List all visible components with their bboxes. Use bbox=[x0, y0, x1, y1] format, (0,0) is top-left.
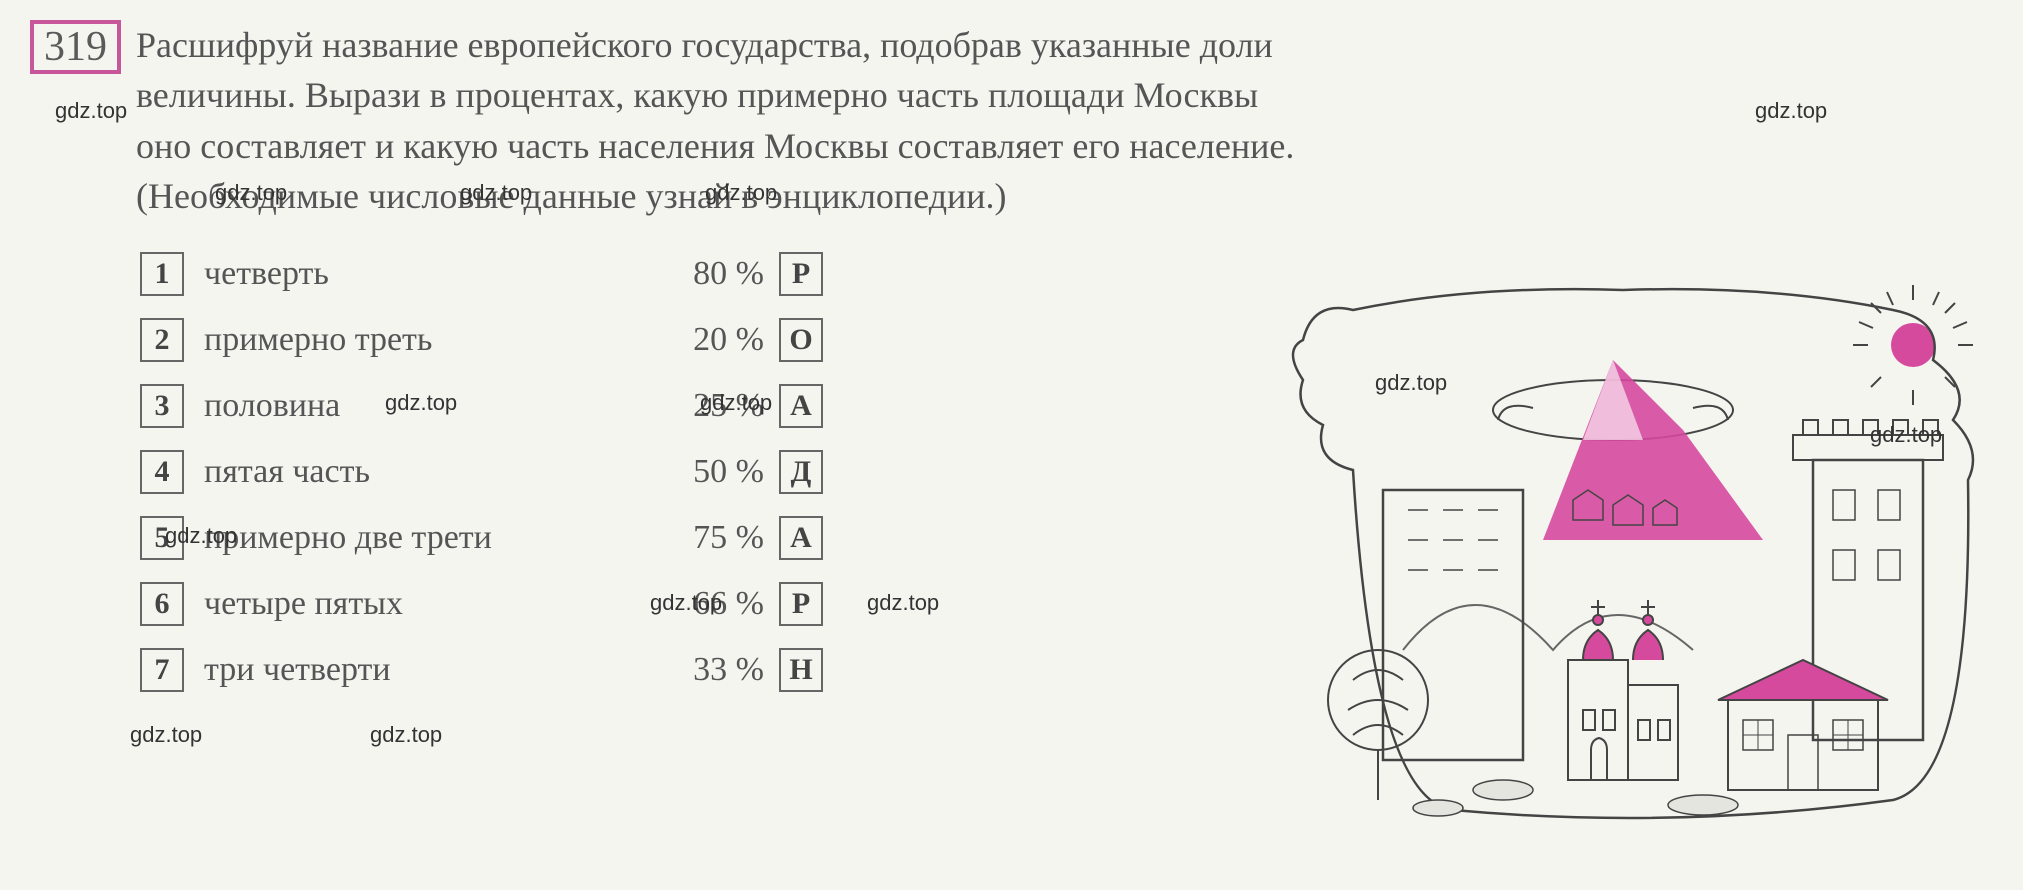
watermark: gdz.top bbox=[1755, 98, 1827, 124]
option-letter-box: А bbox=[779, 384, 823, 428]
watermark: gdz.top bbox=[460, 180, 532, 206]
watermark: gdz.top bbox=[650, 590, 722, 616]
watermark: gdz.top bbox=[700, 390, 772, 416]
option-number-box: 3 bbox=[140, 384, 184, 428]
option-letter-box: Н bbox=[779, 648, 823, 692]
option-text: четыре пятых bbox=[204, 585, 624, 623]
option-text: четверть bbox=[204, 255, 624, 293]
watermark: gdz.top bbox=[55, 98, 127, 124]
watermark: gdz.top bbox=[215, 180, 287, 206]
option-letter-box: Д bbox=[779, 450, 823, 494]
task-text-line-1: Расшифруй название европейского государс… bbox=[136, 20, 1294, 70]
option-text: примерно треть bbox=[204, 321, 624, 359]
option-letter-box: А bbox=[779, 516, 823, 560]
option-text: примерно две трети bbox=[204, 519, 624, 557]
watermark: gdz.top bbox=[130, 722, 202, 748]
option-number-box: 1 bbox=[140, 252, 184, 296]
watermark: gdz.top bbox=[385, 390, 457, 416]
option-number-box: 7 bbox=[140, 648, 184, 692]
task-text-line-3: оно составляет и какую часть населения М… bbox=[136, 121, 1294, 171]
option-number-box: 2 bbox=[140, 318, 184, 362]
option-text: три четверти bbox=[204, 651, 624, 689]
option-percent: 20 % bbox=[624, 321, 764, 359]
option-percent: 33 % bbox=[624, 651, 764, 689]
task-text-line-2: величины. Вырази в процентах, какую прим… bbox=[136, 70, 1294, 120]
option-letter-box: Р bbox=[779, 252, 823, 296]
task-number-box: 319 bbox=[30, 20, 121, 74]
option-percent: 75 % bbox=[624, 519, 764, 557]
option-number-box: 4 bbox=[140, 450, 184, 494]
cityscape-illustration bbox=[1273, 280, 1993, 840]
option-percent: 50 % bbox=[624, 453, 764, 491]
option-percent: 80 % bbox=[624, 255, 764, 293]
watermark: gdz.top bbox=[370, 722, 442, 748]
watermark: gdz.top bbox=[867, 590, 939, 616]
option-letter-box: Р bbox=[779, 582, 823, 626]
watermark: gdz.top bbox=[1375, 370, 1447, 396]
watermark: gdz.top bbox=[165, 523, 237, 549]
option-text: пятая часть bbox=[204, 453, 624, 491]
watermark: gdz.top bbox=[705, 180, 777, 206]
option-letter-box: О bbox=[779, 318, 823, 362]
watermark: gdz.top bbox=[1870, 422, 1942, 448]
option-number-box: 6 bbox=[140, 582, 184, 626]
